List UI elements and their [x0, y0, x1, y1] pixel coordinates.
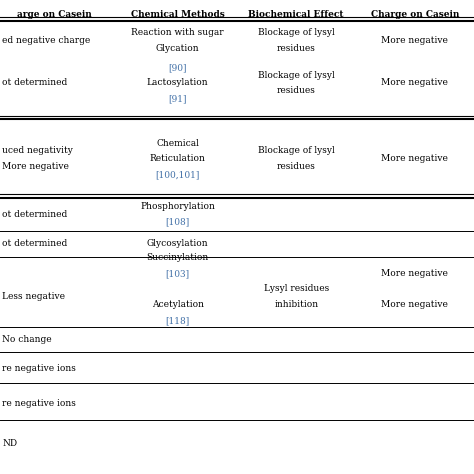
- Text: Blockage of lysyl: Blockage of lysyl: [258, 28, 335, 37]
- Text: Less negative: Less negative: [2, 292, 65, 301]
- Text: More negative: More negative: [2, 162, 69, 171]
- Text: Lactosylation: Lactosylation: [147, 79, 209, 87]
- Text: Acetylation: Acetylation: [152, 301, 204, 309]
- Text: inhibition: inhibition: [274, 300, 319, 309]
- Text: Glycosylation: Glycosylation: [147, 239, 209, 247]
- Text: residues: residues: [277, 162, 316, 171]
- Text: More negative: More negative: [381, 36, 448, 45]
- Text: [103]: [103]: [166, 269, 190, 278]
- Text: Reaction with sugar: Reaction with sugar: [131, 28, 224, 37]
- Text: Biochemical Effect: Biochemical Effect: [248, 10, 344, 19]
- Text: residues: residues: [277, 44, 316, 53]
- Text: No change: No change: [2, 336, 52, 344]
- Text: [100,101]: [100,101]: [155, 170, 200, 179]
- Text: Phosphorylation: Phosphorylation: [140, 202, 215, 211]
- Text: More negative: More negative: [381, 79, 448, 87]
- Text: Blockage of lysyl: Blockage of lysyl: [258, 71, 335, 80]
- Text: [90]: [90]: [168, 63, 187, 72]
- Text: ot determined: ot determined: [2, 239, 68, 247]
- Text: Charge on Casein: Charge on Casein: [371, 10, 459, 19]
- Text: arge on Casein: arge on Casein: [17, 10, 92, 19]
- Text: [118]: [118]: [165, 316, 190, 325]
- Text: re negative ions: re negative ions: [2, 400, 76, 408]
- Text: Chemical: Chemical: [156, 139, 199, 147]
- Text: Glycation: Glycation: [156, 44, 200, 53]
- Text: Chemical Methods: Chemical Methods: [131, 10, 225, 19]
- Text: residues: residues: [277, 86, 316, 95]
- Text: [91]: [91]: [168, 94, 187, 103]
- Text: ot determined: ot determined: [2, 210, 68, 219]
- Text: re negative ions: re negative ions: [2, 364, 76, 373]
- Text: Succinylation: Succinylation: [146, 254, 209, 262]
- Text: More negative: More negative: [381, 269, 448, 278]
- Text: Reticulation: Reticulation: [150, 155, 206, 163]
- Text: More negative: More negative: [381, 301, 448, 309]
- Text: ND: ND: [2, 439, 18, 447]
- Text: Blockage of lysyl: Blockage of lysyl: [258, 146, 335, 155]
- Text: Lysyl residues: Lysyl residues: [264, 284, 329, 293]
- Text: More negative: More negative: [381, 155, 448, 163]
- Text: uced negativity: uced negativity: [2, 146, 73, 155]
- Text: [108]: [108]: [165, 218, 190, 227]
- Text: ed negative charge: ed negative charge: [2, 36, 91, 45]
- Text: ot determined: ot determined: [2, 79, 68, 87]
